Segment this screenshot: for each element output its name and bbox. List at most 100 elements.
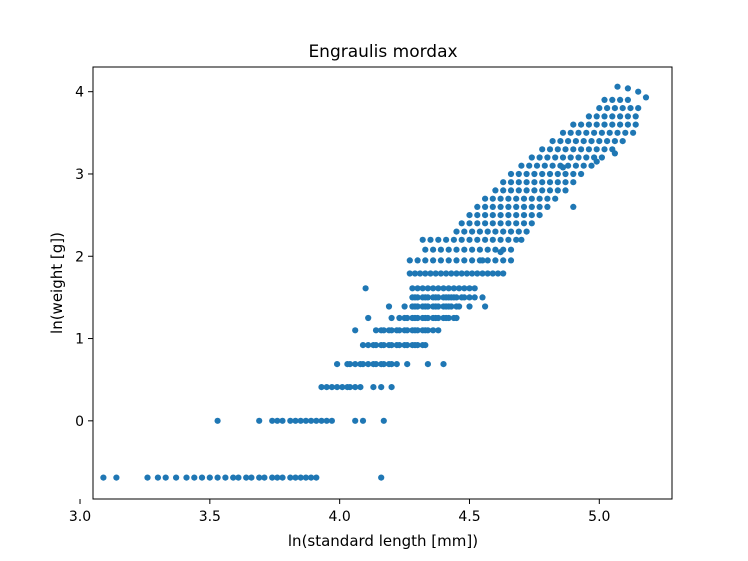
data-point xyxy=(497,220,504,227)
data-point xyxy=(222,474,229,481)
data-point xyxy=(559,164,567,171)
data-point xyxy=(601,96,608,103)
data-point xyxy=(482,236,489,243)
data-point xyxy=(565,162,572,169)
data-point xyxy=(494,270,502,277)
data-point xyxy=(482,195,489,202)
data-point xyxy=(430,246,437,253)
data-point xyxy=(396,342,403,349)
data-point xyxy=(500,179,507,186)
data-point xyxy=(593,146,600,153)
data-point xyxy=(346,361,354,368)
data-point xyxy=(401,303,408,310)
data-point xyxy=(492,187,499,194)
data-point xyxy=(539,170,546,178)
data-point xyxy=(492,257,499,264)
data-point xyxy=(393,361,400,368)
data-point xyxy=(531,187,538,194)
data-point xyxy=(461,246,468,253)
data-point xyxy=(352,361,359,368)
data-point xyxy=(419,285,426,292)
data-point xyxy=(380,342,387,349)
data-point xyxy=(474,212,481,219)
data-point xyxy=(583,129,590,136)
data-point xyxy=(520,203,528,210)
data-point xyxy=(279,417,286,424)
data-point xyxy=(507,246,515,253)
data-point xyxy=(544,154,551,161)
data-point xyxy=(173,474,180,481)
data-point xyxy=(528,195,535,202)
data-point xyxy=(409,285,416,292)
data-point xyxy=(206,474,213,481)
data-point xyxy=(482,220,489,227)
data-point xyxy=(598,129,606,136)
data-point xyxy=(492,246,499,253)
data-point xyxy=(424,327,431,334)
data-point xyxy=(461,285,468,292)
data-point xyxy=(513,236,520,243)
data-point xyxy=(388,342,395,349)
data-point xyxy=(453,294,460,301)
data-point xyxy=(500,228,507,235)
data-point xyxy=(424,361,431,368)
data-point xyxy=(427,270,434,277)
data-point xyxy=(570,179,577,186)
data-point xyxy=(549,138,556,145)
data-point xyxy=(567,129,574,136)
data-point xyxy=(430,285,437,292)
data-point xyxy=(380,417,387,424)
data-point xyxy=(523,170,530,178)
data-point xyxy=(378,474,385,481)
data-point xyxy=(585,121,593,128)
data-point xyxy=(635,88,642,95)
data-point xyxy=(614,83,621,90)
data-point xyxy=(570,203,577,210)
data-point xyxy=(627,105,634,112)
data-point xyxy=(424,303,431,310)
data-point xyxy=(430,327,437,334)
data-point xyxy=(575,129,582,136)
data-point xyxy=(539,187,546,194)
data-point xyxy=(578,146,585,153)
data-point xyxy=(461,257,468,264)
data-point xyxy=(323,384,330,391)
data-point xyxy=(528,220,535,227)
data-point xyxy=(526,162,533,169)
data-point xyxy=(466,285,473,292)
data-point xyxy=(313,417,320,424)
data-point xyxy=(593,158,600,165)
data-point xyxy=(536,195,543,202)
data-point xyxy=(500,270,507,277)
data-point xyxy=(458,220,465,227)
data-point xyxy=(531,170,538,178)
data-point xyxy=(230,474,237,481)
data-point xyxy=(528,154,535,161)
data-point xyxy=(567,154,574,161)
data-point xyxy=(520,220,528,227)
data-point xyxy=(396,327,403,334)
data-point xyxy=(191,474,198,481)
data-point xyxy=(463,270,470,277)
data-point xyxy=(609,96,616,103)
data-point xyxy=(372,361,380,368)
data-point xyxy=(414,294,421,301)
data-point xyxy=(388,361,395,368)
data-point xyxy=(471,285,478,292)
data-point xyxy=(440,285,447,292)
data-point xyxy=(235,474,242,481)
data-point xyxy=(437,257,444,264)
data-point xyxy=(435,294,442,301)
data-point xyxy=(609,121,616,128)
data-point xyxy=(448,270,455,277)
data-point xyxy=(596,138,603,145)
data-point xyxy=(539,179,546,186)
data-point xyxy=(346,384,354,391)
data-point xyxy=(370,384,377,391)
data-point xyxy=(601,121,608,128)
data-point xyxy=(396,314,403,322)
data-point xyxy=(432,270,439,277)
data-point xyxy=(414,327,421,334)
data-point xyxy=(604,138,611,145)
